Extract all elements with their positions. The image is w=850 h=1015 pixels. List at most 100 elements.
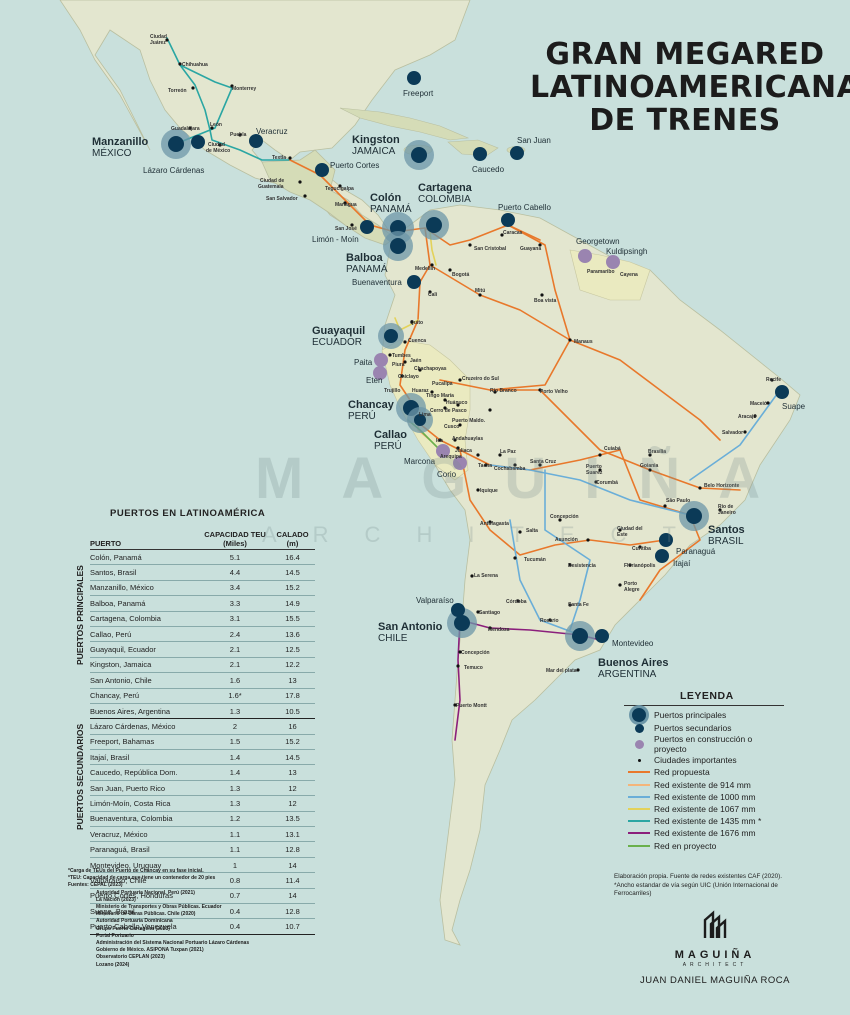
svg-text:La Paz: La Paz <box>500 449 516 455</box>
svg-text:La Serena: La Serena <box>474 573 498 579</box>
note-line: Ministerio de Transportes y Obras Públic… <box>96 904 222 911</box>
legend-label: Red existente de 1000 mm <box>654 791 756 802</box>
svg-text:Cali: Cali <box>428 292 438 298</box>
svg-text:Mitú: Mitú <box>475 288 485 294</box>
svg-text:Curitiba: Curitiba <box>632 546 651 552</box>
cell-capacidad: 2.1 <box>200 657 270 674</box>
cell-puerto: Puerto Cortes, Honduras <box>90 888 200 904</box>
label-veracruz: Veracruz <box>256 127 288 136</box>
cell-calado: 10.5 <box>270 703 315 720</box>
svg-text:Santa Cruz: Santa Cruz <box>530 459 557 465</box>
table-row: Puerto Cortes, Honduras 0.7 14 <box>90 888 315 904</box>
label-itajai: Itajaí <box>673 559 691 568</box>
svg-text:Tingo María: Tingo María <box>426 393 454 399</box>
svg-text:Resistencia: Resistencia <box>568 563 596 569</box>
cell-capacidad: 5.1 <box>200 549 270 566</box>
svg-text:Cochabamba: Cochabamba <box>494 466 526 472</box>
note-line: Autoridad Portuaria Nacional. Perú (2021… <box>96 889 195 896</box>
svg-text:Monterrey: Monterrey <box>232 86 256 92</box>
cell-calado: 13 <box>270 672 315 689</box>
legend-marker-secondary <box>634 723 644 733</box>
label-chile: CHILE <box>378 633 408 644</box>
svg-text:Concepción: Concepción <box>550 514 579 520</box>
svg-text:Cayena: Cayena <box>620 272 638 278</box>
svg-text:Cruzeiro do Sul: Cruzeiro do Sul <box>462 376 500 382</box>
svg-text:Guadalajara: Guadalajara <box>171 126 200 132</box>
legend-item: Puertos secundarios <box>624 722 784 734</box>
cell-puerto: Colón, Panamá <box>90 549 200 566</box>
title-line-3: DE TRENES <box>589 103 781 138</box>
svg-text:Iquique: Iquique <box>480 488 498 494</box>
svg-text:Rio Branco: Rio Branco <box>490 388 517 394</box>
cell-puerto: Santos, Brasil <box>90 564 200 581</box>
legend-label: Red existente de 1067 mm <box>654 804 756 815</box>
svg-text:Paramaribo: Paramaribo <box>587 269 615 275</box>
svg-text:Asunción: Asunción <box>555 537 578 543</box>
cell-calado: 14 <box>270 888 315 904</box>
svg-text:Santiago: Santiago <box>479 610 500 616</box>
cell-capacidad: 3.1 <box>200 611 270 627</box>
legend-marker-city <box>637 758 641 762</box>
svg-text:Goiania: Goiania <box>640 463 659 469</box>
title-line-2: LATINOAMERICANA <box>530 70 850 105</box>
cell-calado: 13 <box>270 764 315 781</box>
svg-text:Aracajú: Aracajú <box>738 414 756 420</box>
brand-logo-icon <box>703 910 727 938</box>
legend-item: Red existente de 1067 mm <box>624 803 784 815</box>
table-row: San Juan, Puerto Rico 1.3 12 <box>90 780 315 797</box>
svg-text:Pucallpa: Pucallpa <box>432 381 453 387</box>
svg-text:Torreón: Torreón <box>168 88 187 94</box>
legend-item: Puertos en construcción o proyecto <box>624 734 784 754</box>
table-row: Colón, Panamá 5.1 16.4 <box>90 549 315 566</box>
svg-text:Tacna: Tacna <box>478 463 492 469</box>
cell-calado: 14 <box>270 857 315 874</box>
land-cuba <box>339 107 470 141</box>
cell-puerto: Balboa, Panamá <box>90 595 200 612</box>
note-line: Lozano (2024) <box>96 961 130 968</box>
svg-text:Cuenca: Cuenca <box>408 338 426 344</box>
title-line-1: GRAN MEGARED <box>545 37 825 72</box>
svg-text:Ciudad: Ciudad <box>208 142 225 148</box>
svg-text:Porto: Porto <box>624 581 637 587</box>
cell-calado: 12.8 <box>270 841 315 858</box>
line-proposed-south <box>459 449 666 556</box>
table-body-main: Colón, Panamá 5.1 16.4 Santos, Brasil 4.4 14.… <box>90 549 315 720</box>
label-buenos-aires: Buenos Aires <box>598 657 669 669</box>
note-line: Autoridad Portuaria Dominicana <box>96 918 173 925</box>
legend-line-swatch <box>628 808 650 811</box>
svg-text:São Paulo: São Paulo <box>666 498 690 504</box>
svg-text:Santa Fe: Santa Fe <box>568 602 589 608</box>
table-heading: PUERTOS EN LATINOAMÉRICA <box>110 508 266 519</box>
group-label-secondary: PUERTOS SECUNDARIOS <box>75 723 85 830</box>
source-line: *Ancho estandar de vía según UIC (Unión … <box>614 881 778 889</box>
svg-text:Brasília: Brasília <box>648 449 666 455</box>
col-puerto: PUERTO <box>90 529 200 550</box>
cell-puerto: Kingston, Jamaica <box>90 657 200 674</box>
cell-puerto: Suape, Brasil <box>90 903 200 920</box>
table-row: San Antonio, Chile 1.6 13 <box>90 672 315 689</box>
legend-symbol <box>624 820 654 823</box>
label-callao: Callao <box>374 429 407 441</box>
cell-calado: 13.6 <box>270 626 315 643</box>
cell-calado: 12.5 <box>270 641 315 658</box>
cell-puerto: Limón-Moín, Costa Rica <box>90 795 200 812</box>
svg-text:Tegucigalpa: Tegucigalpa <box>325 186 354 192</box>
cell-puerto: San Antonio, Chile <box>90 672 200 689</box>
svg-text:Temuco: Temuco <box>464 665 483 671</box>
legend-symbol <box>624 739 654 749</box>
cell-calado: 12 <box>270 795 315 812</box>
svg-text:Textla: Textla <box>272 155 286 161</box>
svg-text:Tumbes: Tumbes <box>392 353 411 359</box>
svg-text:Chihuahua: Chihuahua <box>182 62 208 68</box>
cell-puerto: Manzanillo, México <box>90 580 200 597</box>
legend-symbol <box>624 771 654 774</box>
svg-text:Mendoza: Mendoza <box>488 627 510 633</box>
label-georgetown: Georgetown <box>576 237 620 246</box>
svg-text:Chiclayo: Chiclayo <box>398 374 419 380</box>
cell-capacidad: 2.1 <box>200 641 270 658</box>
table-row: Buenaventura, Colombia 1.2 13.5 <box>90 811 315 828</box>
svg-text:Puerto: Puerto <box>586 464 602 470</box>
note-line: *Carga de TEUs del Puerto de Chancay en … <box>68 868 204 874</box>
ports-table: PUERTOS EN LATINOAMÉRICA PUERTO CAPACIDA… <box>90 508 315 935</box>
cell-capacidad: 3.3 <box>200 595 270 612</box>
